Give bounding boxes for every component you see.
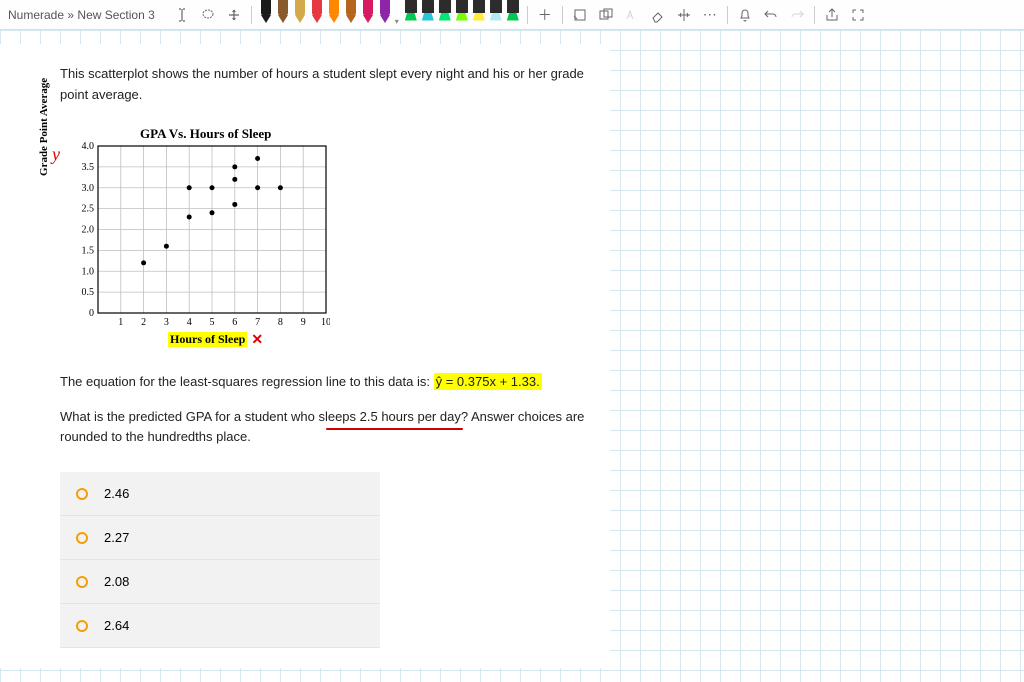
- y-axis-label: Grade Point Average: [38, 77, 50, 175]
- highlighter-5[interactable]: [488, 0, 504, 27]
- svg-text:4.0: 4.0: [82, 141, 95, 152]
- answer-choice-3[interactable]: 2.64: [60, 604, 380, 648]
- y-annotation: y: [52, 144, 60, 165]
- svg-text:8: 8: [278, 317, 283, 328]
- question-text: What is the predicted GPA for a student …: [60, 407, 600, 449]
- content-page: This scatterplot shows the number of hou…: [0, 44, 610, 668]
- pen-7[interactable]: [377, 0, 393, 27]
- svg-text:1.0: 1.0: [82, 266, 95, 277]
- highlighter-palette: [403, 0, 521, 29]
- svg-text:3.0: 3.0: [82, 182, 95, 193]
- breadcrumb-section[interactable]: New Section 3: [77, 8, 154, 22]
- plot-svg: 1 2 3 4 5 6 7 8 9 10 0 0.5 1.0 1.5 2.0 2.5 3.0 3.5 4.0: [70, 131, 330, 331]
- separator: [251, 6, 252, 24]
- prompt-text: This scatterplot shows the number of hou…: [60, 64, 600, 106]
- add-icon[interactable]: ＋: [534, 4, 556, 26]
- separator: [727, 6, 728, 24]
- undo-icon[interactable]: [760, 4, 782, 26]
- svg-text:0.5: 0.5: [82, 287, 95, 298]
- svg-text:3.5: 3.5: [82, 161, 95, 172]
- answer-list: 2.46 2.27 2.08 2.64: [60, 472, 600, 648]
- answer-choice-1[interactable]: 2.27: [60, 516, 380, 560]
- pen-6[interactable]: [360, 0, 376, 27]
- scatter-chart: GPA Vs. Hours of Sleep y Grade Point Ave…: [60, 126, 360, 356]
- equation-highlighted: ŷ = 0.375x + 1.33.: [434, 373, 542, 390]
- radio-icon: [76, 532, 88, 544]
- radio-icon: [76, 620, 88, 632]
- top-toolbar: Numerade » New Section 3 ▾ ＋ ⋯: [0, 0, 1024, 30]
- svg-text:6: 6: [232, 317, 237, 328]
- redo-icon[interactable]: [786, 4, 808, 26]
- equation-line: The equation for the least-squares regre…: [60, 374, 600, 389]
- pen-5[interactable]: [343, 0, 359, 27]
- breadcrumb-sep: »: [67, 8, 74, 22]
- pen-3[interactable]: [309, 0, 325, 27]
- equation-prefix: The equation for the least-squares regre…: [60, 374, 434, 389]
- svg-text:0: 0: [89, 308, 94, 319]
- svg-text:1.5: 1.5: [82, 245, 95, 256]
- select-icon[interactable]: [569, 4, 591, 26]
- ink-to-text-icon[interactable]: [621, 4, 643, 26]
- svg-text:10: 10: [321, 317, 330, 328]
- pen-2[interactable]: [292, 0, 308, 27]
- share-icon[interactable]: [821, 4, 843, 26]
- answer-label: 2.08: [104, 574, 129, 589]
- answer-choice-0[interactable]: 2.46: [60, 472, 380, 516]
- answer-label: 2.46: [104, 486, 129, 501]
- ruler-icon[interactable]: [673, 4, 695, 26]
- highlighter-6[interactable]: [505, 0, 521, 27]
- svg-text:4: 4: [187, 317, 192, 328]
- shape-icon[interactable]: [595, 4, 617, 26]
- answer-label: 2.27: [104, 530, 129, 545]
- separator: [562, 6, 563, 24]
- answer-choice-2[interactable]: 2.08: [60, 560, 380, 604]
- x-annotation: ✕: [251, 331, 263, 348]
- separator: [814, 6, 815, 24]
- lasso-icon[interactable]: [197, 4, 219, 26]
- breadcrumb-site[interactable]: Numerade: [8, 8, 64, 22]
- fullscreen-icon[interactable]: [847, 4, 869, 26]
- pen-1[interactable]: [275, 0, 291, 27]
- radio-icon: [76, 576, 88, 588]
- svg-text:3: 3: [164, 317, 169, 328]
- highlighter-1[interactable]: [420, 0, 436, 27]
- svg-text:5: 5: [210, 317, 215, 328]
- question-underlined: eeps 2.5 hours per day: [328, 407, 461, 428]
- highlighter-0[interactable]: [403, 0, 419, 27]
- bell-icon[interactable]: [734, 4, 756, 26]
- more-icon[interactable]: ⋯: [699, 4, 721, 26]
- pen-0[interactable]: [258, 0, 274, 27]
- svg-text:2.0: 2.0: [82, 224, 95, 235]
- separator: [527, 6, 528, 24]
- breadcrumb: Numerade » New Section 3: [8, 8, 155, 22]
- text-cursor-icon[interactable]: [171, 4, 193, 26]
- svg-text:9: 9: [301, 317, 306, 328]
- pen-dropdown-icon[interactable]: ▾: [395, 17, 399, 26]
- highlighter-4[interactable]: [471, 0, 487, 27]
- radio-icon: [76, 488, 88, 500]
- svg-text:7: 7: [255, 317, 260, 328]
- question-p1: What is the predicted GPA for a student …: [60, 409, 328, 424]
- pen-4[interactable]: [326, 0, 342, 27]
- canvas-area[interactable]: This scatterplot shows the number of hou…: [0, 30, 1024, 682]
- insert-space-icon[interactable]: [223, 4, 245, 26]
- svg-text:2: 2: [141, 317, 146, 328]
- x-axis-label-wrap: Hours of Sleep ✕: [168, 331, 263, 348]
- eraser-icon[interactable]: [647, 4, 669, 26]
- x-axis-label: Hours of Sleep: [168, 332, 247, 347]
- svg-text:2.5: 2.5: [82, 203, 95, 214]
- pen-palette: [258, 0, 393, 29]
- svg-text:1: 1: [118, 317, 123, 328]
- highlighter-3[interactable]: [454, 0, 470, 27]
- answer-label: 2.64: [104, 618, 129, 633]
- highlighter-2[interactable]: [437, 0, 453, 27]
